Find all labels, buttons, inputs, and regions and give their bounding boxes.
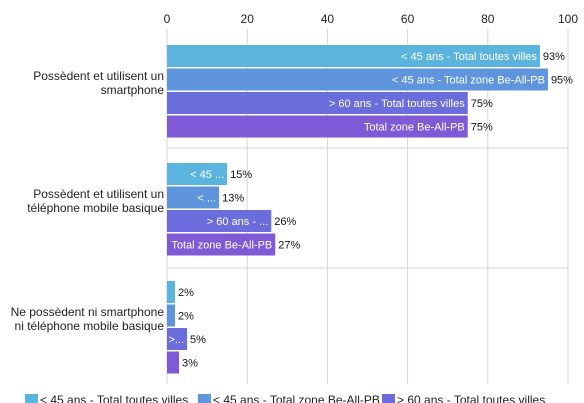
bar-s0-c0 [167, 45, 540, 67]
legend-label-1: < 45 ans - Total zone Be-All-PB [213, 393, 380, 403]
bar-inner-label-s3-c0: Total zone Be-All-PB [364, 122, 465, 134]
data-label-s0-c0: 93% [543, 51, 565, 63]
bar-s0-c2 [167, 281, 176, 303]
bar-inner-label-s2-c1: > 60 ans - ... [207, 216, 268, 228]
data-label-s2-c0: 75% [471, 98, 493, 110]
data-label-s0-c1: 15% [230, 169, 252, 181]
bar-s0-c1 [167, 163, 228, 185]
data-label-s1-c0: 95% [551, 75, 573, 87]
data-label-s2-c1: 26% [274, 216, 296, 228]
legend: < 45 ans - Total toutes villes < 45 ans -… [25, 393, 545, 403]
x-tick-label-40: 40 [321, 12, 335, 26]
data-label-s3-c0: 75% [471, 122, 493, 134]
legend-swatch-2 [382, 394, 395, 403]
category-label-0: Possèdent et utilisent un smartphone [33, 69, 164, 97]
data-label-s3-c2: 3% [182, 358, 198, 370]
data-label-s1-c2: 2% [178, 311, 194, 323]
bar-s1-c0 [167, 68, 548, 91]
bar-inner-label-s1-c0: < 45 ans - Total zone Be-All-PB [392, 75, 545, 87]
bar-s3-c1 [167, 233, 276, 256]
x-tick-label-20: 20 [241, 12, 255, 26]
bar-inner-label-s0-c1: < 45 ... [190, 169, 224, 181]
category-labels: Possèdent et utilisent un smartphone Possè… [11, 69, 165, 333]
x-axis-tick-labels: 0 20 40 60 80 100 [164, 12, 579, 26]
legend-swatch-1 [198, 394, 211, 403]
bar-inner-label-s2-c0: > 60 ans - Total toutes villes [329, 98, 465, 110]
bar-inner-label-s0-c0: < 45 ans - Total toutes villes [401, 51, 537, 63]
bars: < 45 ans - Total toutes villes 93% < 45 an… [167, 45, 573, 374]
bar-s1-c1 [167, 186, 220, 209]
x-tick-label-0: 0 [164, 12, 171, 26]
bar-s3-c0 [167, 115, 468, 138]
bar-inner-label-s3-c1: Total zone Be-All-PB [171, 240, 272, 252]
bar-inner-label-s2-c2: >... [168, 334, 184, 346]
bar-inner-label-s1-c1: < ... [197, 193, 216, 205]
legend-label-0: < 45 ans - Total toutes villes [40, 393, 188, 403]
bar-s1-c2 [167, 304, 176, 327]
legend-swatch-0 [25, 394, 38, 403]
x-tick-label-60: 60 [401, 12, 415, 26]
x-tick-label-100: 100 [558, 12, 578, 26]
bar-s3-c2 [167, 351, 180, 374]
legend-label-2: > 60 ans - Total toutes villes [397, 393, 545, 403]
bar-s2-c2 [167, 328, 188, 350]
data-label-s0-c2: 2% [178, 287, 194, 299]
category-label-1: Possèdent et utilisent un téléphone mobil… [27, 187, 164, 215]
data-label-s1-c1: 13% [222, 193, 244, 205]
data-label-s2-c2: 5% [190, 334, 206, 346]
category-label-2: Ne possèdent ni smartphone ni téléphone m… [11, 305, 165, 333]
data-label-s3-c1: 27% [278, 240, 300, 252]
x-tick-label-80: 80 [481, 12, 495, 26]
bar-s2-c0 [167, 92, 468, 114]
bar-s2-c1 [167, 210, 272, 232]
